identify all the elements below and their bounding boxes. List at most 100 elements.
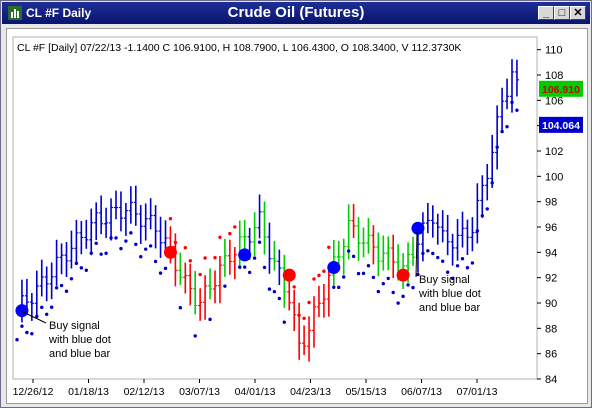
buy-signal-marker — [411, 221, 425, 235]
stop-dot — [104, 251, 108, 256]
stop-dot — [490, 181, 494, 185]
stop-dot — [386, 276, 390, 281]
annotation-arrow — [415, 231, 418, 278]
stop-dot — [262, 265, 267, 270]
stop-dot — [317, 273, 321, 278]
stop-dot — [188, 259, 192, 263]
stop-dot — [223, 284, 227, 288]
y-tick-label: 96 — [545, 222, 557, 234]
y-tick-label: 98 — [545, 197, 557, 209]
stop-dot — [351, 254, 356, 259]
y-tick-label: 106 — [545, 95, 563, 107]
stop-dot — [168, 217, 173, 221]
stop-dot — [153, 259, 158, 264]
stop-dot — [421, 251, 425, 256]
stop-dot — [148, 244, 153, 248]
stop-dot — [416, 272, 420, 277]
y-tick-label: 84 — [545, 374, 557, 386]
price-label-box — [539, 80, 583, 97]
stop-dot — [332, 285, 336, 289]
price-label-box — [539, 116, 583, 133]
annotations: Buy signal with blue dot and blue bar Buy s… — [20, 231, 481, 360]
buy-signal-marker — [238, 248, 252, 262]
x-tick-label: 12/26/12 — [13, 386, 54, 398]
stop-dot — [139, 255, 143, 259]
annotation-text: and blue bar — [49, 348, 110, 360]
x-tick-label: 06/07/13 — [401, 386, 442, 398]
stop-dot — [322, 269, 326, 273]
maximize-button[interactable]: □ — [554, 6, 570, 20]
stop-dot — [114, 236, 118, 240]
stop-dot — [25, 330, 29, 335]
y-tick-label: 110 — [545, 45, 563, 57]
stop-dot — [89, 251, 93, 255]
stop-dot — [40, 305, 44, 310]
symbol-title: CL #F Daily — [26, 6, 92, 20]
stop-dot — [312, 277, 316, 281]
stop-dot — [74, 261, 79, 266]
stop-dot — [35, 314, 39, 319]
price-chart[interactable]: CL #F [Daily] 07/22/13 -1.1400 C 106.910… — [7, 29, 587, 403]
stop-dot — [436, 255, 440, 260]
sell-signal-marker — [282, 268, 296, 282]
x-tick-label: 01/18/13 — [68, 386, 109, 398]
stop-dot — [376, 289, 381, 294]
chart-area[interactable]: CL #F [Daily] 07/22/13 -1.1400 C 106.910… — [6, 28, 588, 404]
stop-dot — [426, 249, 430, 253]
stop-dot — [243, 265, 247, 269]
stop-dot — [282, 320, 286, 324]
stop-dot — [173, 240, 178, 245]
close-button[interactable]: ✕ — [570, 6, 586, 20]
stop-dot — [272, 289, 277, 294]
info-line: CL #F [Daily] 07/22/13 -1.1400 C 106.910… — [17, 42, 461, 54]
minimize-button[interactable]: _ — [538, 6, 554, 20]
stop-dot — [69, 277, 74, 281]
stop-dot — [470, 261, 475, 265]
x-tick-label: 05/15/13 — [346, 386, 387, 398]
y-tick-label: 100 — [545, 171, 563, 183]
stop-dot — [431, 251, 435, 256]
stop-dot — [327, 245, 331, 249]
stop-dot — [252, 256, 257, 260]
stop-dot — [15, 338, 19, 342]
stop-dot — [134, 242, 138, 247]
last-price-label: 106.910 — [542, 84, 580, 96]
stop-dot — [277, 296, 282, 301]
stop-dot — [64, 289, 69, 293]
y-tick-label: 94 — [545, 247, 557, 259]
annotation-text: Buy signal — [49, 320, 100, 332]
stop-dot — [20, 324, 24, 328]
stop-dot — [302, 316, 306, 320]
stop-dot — [119, 246, 123, 251]
stop-dot — [401, 294, 405, 299]
stop-dot — [218, 235, 222, 240]
stop-dot — [391, 290, 395, 295]
stop-dot — [183, 246, 187, 250]
stop-dot — [124, 239, 128, 243]
stop-dot — [346, 249, 351, 253]
sell-signal-marker — [163, 245, 177, 259]
stop-dot — [465, 266, 470, 270]
stop-dot — [485, 207, 489, 211]
x-tick-label: 03/07/13 — [179, 386, 220, 398]
y-axis: 1101081061041021009896949290888684 — [537, 45, 563, 386]
stop-dot — [455, 264, 460, 268]
stop-dot — [337, 285, 341, 290]
title-bar[interactable]: CL #F Daily Crude Oil (Futures) _ □ ✕ — [2, 2, 590, 24]
annotation-text: with blue dot — [48, 334, 111, 346]
stop-dot — [213, 256, 217, 260]
stop-dot — [99, 252, 103, 256]
stop-dot — [396, 301, 400, 305]
stop-dot — [500, 129, 504, 134]
stop-dot — [371, 275, 376, 280]
stop-dot — [144, 247, 148, 251]
stop-dot — [45, 312, 49, 316]
stop-dot — [475, 229, 480, 233]
stop-dot — [30, 331, 34, 336]
stop-dot — [515, 108, 519, 112]
stop-dot — [208, 317, 212, 322]
annotation-text: Buy signal — [419, 274, 470, 286]
stop-dot — [445, 270, 450, 274]
stop-dot — [109, 236, 113, 240]
y-tick-label: 102 — [545, 146, 563, 158]
